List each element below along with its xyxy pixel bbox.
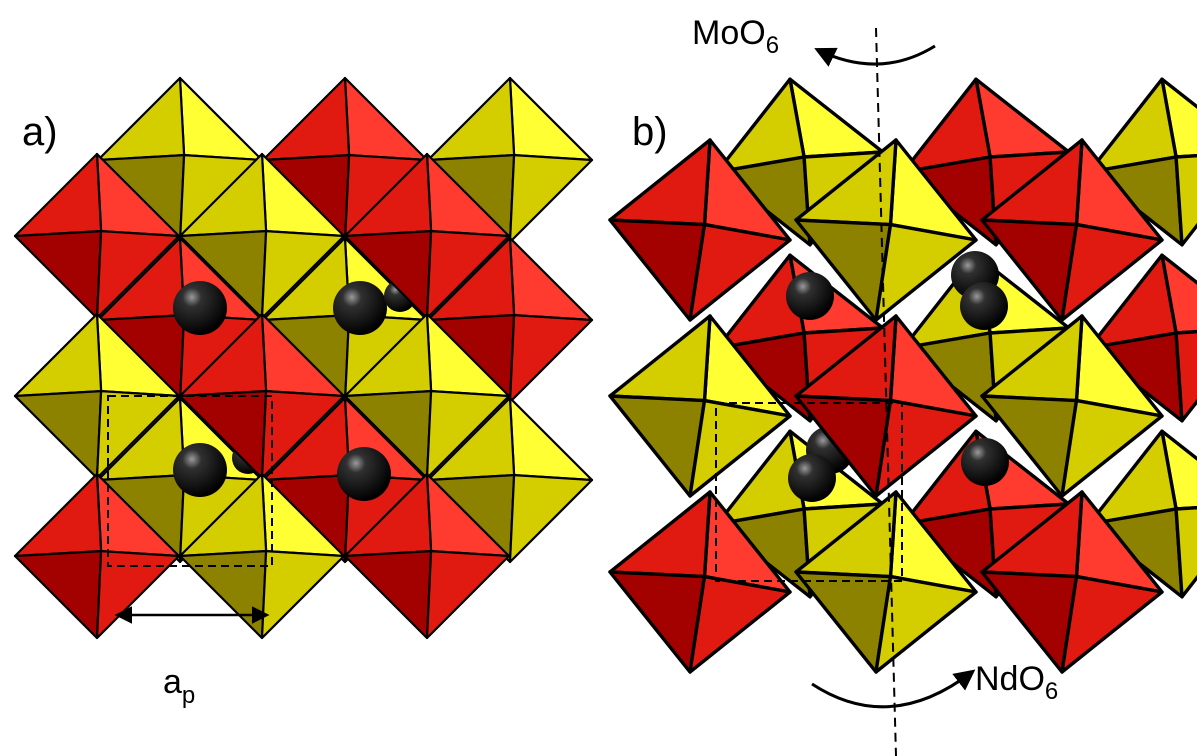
top-rotation-arrow bbox=[814, 44, 936, 67]
panel-b-front-layer bbox=[608, 138, 1164, 674]
octahedron-face bbox=[874, 574, 978, 674]
octahedron-face bbox=[13, 390, 103, 480]
octahedron-face bbox=[874, 398, 978, 498]
octahedron-face bbox=[260, 230, 346, 320]
moo6-label: MoO6 bbox=[692, 14, 779, 59]
moo6-octahedron bbox=[1087, 77, 1197, 247]
ndo6-label: NdO6 bbox=[975, 660, 1058, 705]
panel-a-unit-cell-outline bbox=[107, 395, 273, 567]
panel-b-back-layer bbox=[715, 77, 1197, 599]
octahedron-face bbox=[974, 77, 1071, 159]
octahedron-face bbox=[178, 76, 264, 162]
moo6-octahedron bbox=[794, 138, 978, 322]
rotation-axis bbox=[875, 27, 897, 756]
a-site-ion bbox=[173, 281, 227, 335]
octahedron-face bbox=[95, 390, 181, 480]
ndo6-octahedron bbox=[178, 312, 346, 480]
ndo6-octahedron bbox=[980, 490, 1164, 674]
octahedron-face bbox=[794, 570, 893, 674]
octahedron-face bbox=[608, 218, 707, 322]
octahedron-face bbox=[1174, 329, 1197, 423]
ndo6-octahedron bbox=[794, 314, 978, 498]
octahedron-face bbox=[508, 396, 594, 482]
moo6-octahedron bbox=[13, 312, 181, 480]
octahedron-face bbox=[343, 549, 433, 640]
a-site-ion bbox=[333, 281, 387, 335]
octahedron-face bbox=[508, 236, 594, 322]
octahedron-face bbox=[608, 570, 707, 674]
panel-b-label: b) bbox=[632, 110, 668, 154]
octahedron-face bbox=[260, 390, 346, 480]
octahedron-face bbox=[13, 230, 103, 320]
octahedron-face bbox=[95, 230, 181, 320]
ndo6-octahedron bbox=[343, 152, 511, 320]
octahedron-face bbox=[1174, 153, 1197, 247]
panel-b-unit-cell-outline bbox=[715, 402, 903, 582]
ndo6-octahedron bbox=[426, 236, 594, 404]
a-site-ion bbox=[960, 282, 1008, 330]
octahedron-face bbox=[425, 549, 511, 640]
octahedron-face bbox=[426, 76, 516, 162]
moo6-octahedron bbox=[980, 314, 1164, 498]
octahedron-face bbox=[425, 390, 511, 480]
octahedron-face bbox=[508, 474, 594, 564]
octahedron-face bbox=[343, 76, 429, 162]
moo6-octahedron bbox=[343, 312, 511, 480]
panel-a: a) ap bbox=[13, 76, 594, 709]
octahedron-face bbox=[508, 154, 594, 244]
a-site-ion bbox=[173, 443, 227, 497]
octahedron-face bbox=[425, 230, 511, 320]
octahedron-face bbox=[13, 152, 103, 238]
a-site-ion bbox=[961, 438, 1009, 486]
octahedron-face bbox=[178, 549, 268, 640]
octahedron-face bbox=[13, 472, 103, 558]
lattice-parameter-label: ap bbox=[163, 663, 195, 709]
ndo6-octahedron bbox=[608, 138, 792, 322]
bottom-rotation-arrow bbox=[811, 669, 976, 709]
octahedron-face bbox=[1060, 222, 1164, 322]
panel-a-a-site-ions bbox=[173, 280, 416, 501]
moo6-octahedron bbox=[715, 77, 885, 247]
octahedron-face bbox=[788, 77, 885, 159]
panel-a-label: a) bbox=[22, 110, 58, 154]
a-site-ion bbox=[786, 272, 834, 320]
octahedron-face bbox=[608, 490, 712, 579]
a-site-ion bbox=[788, 454, 836, 502]
octahedron-face bbox=[608, 394, 707, 498]
ndo6-octahedron bbox=[980, 138, 1164, 322]
octahedron-face bbox=[95, 549, 181, 640]
octahedron-face bbox=[1060, 398, 1164, 498]
octahedron-face bbox=[261, 76, 351, 162]
moo6-octahedron bbox=[794, 490, 978, 674]
octahedron-face bbox=[13, 312, 103, 398]
ndo6-octahedron bbox=[13, 152, 181, 320]
octahedron-face bbox=[1174, 505, 1197, 599]
a-site-ion bbox=[337, 447, 391, 501]
ndo6-octahedron bbox=[343, 472, 511, 640]
octahedron-face bbox=[96, 76, 186, 162]
octahedron-face bbox=[13, 549, 103, 640]
octahedron-face bbox=[508, 76, 594, 162]
octahedron-face bbox=[508, 314, 594, 404]
octahedron-face bbox=[260, 549, 346, 640]
moo6-octahedron bbox=[178, 152, 346, 320]
panel-b: b) MoO6 NdO6 bbox=[608, 14, 1197, 756]
octahedron-face bbox=[1060, 574, 1164, 674]
ndo6-octahedron bbox=[608, 490, 792, 674]
octahedron-face bbox=[688, 222, 792, 322]
panel-a-front-layer bbox=[13, 152, 511, 640]
octahedron-face bbox=[980, 570, 1079, 674]
octahedron-face bbox=[608, 314, 712, 403]
octahedron-face bbox=[688, 574, 792, 674]
